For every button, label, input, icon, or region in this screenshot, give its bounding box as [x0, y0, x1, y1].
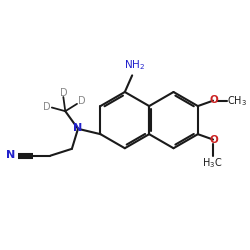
- Text: D: D: [60, 88, 67, 98]
- Text: NH$_2$: NH$_2$: [124, 59, 145, 72]
- Text: CH$_3$: CH$_3$: [228, 94, 248, 108]
- Text: O: O: [210, 135, 218, 145]
- Text: N: N: [6, 150, 16, 160]
- Text: D: D: [78, 96, 85, 106]
- Text: N: N: [73, 123, 82, 133]
- Text: H$_3$C: H$_3$C: [202, 156, 222, 170]
- Text: O: O: [210, 95, 218, 105]
- Text: D: D: [43, 102, 50, 112]
